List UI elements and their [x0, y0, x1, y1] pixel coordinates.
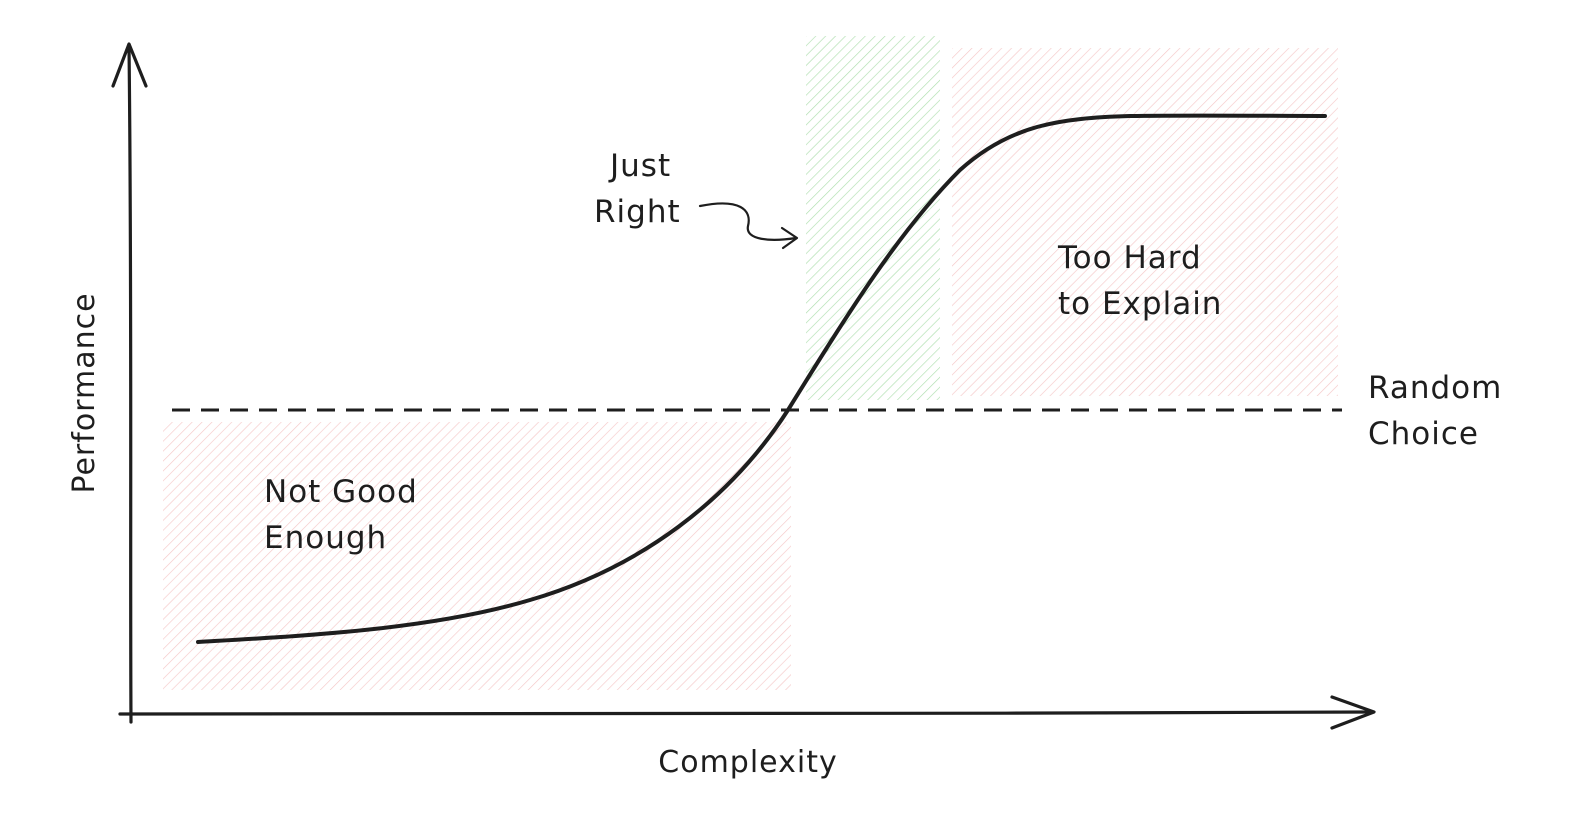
y-axis-arrowhead [111, 42, 148, 88]
just-right-label-line2: Right [594, 194, 681, 230]
just-right-region [806, 36, 940, 400]
y-axis-label: Performance [67, 292, 102, 493]
not-good-enough-label-line1: Not Good [264, 474, 418, 510]
too-hard-region [952, 48, 1338, 396]
performance-curve [196, 113, 1327, 644]
random-choice-label-line1: Random [1368, 370, 1502, 406]
not-good-enough-region [163, 422, 791, 690]
too-hard-label-line2: to Explain [1058, 286, 1222, 322]
random-choice-label-line2: Choice [1368, 416, 1479, 452]
not-good-enough-label-line2: Enough [264, 520, 387, 556]
just-right-pointer-arrowhead [780, 226, 799, 250]
x-axis-arrowhead [1330, 695, 1376, 730]
x-axis-label: Complexity [658, 745, 837, 780]
y-axis [127, 44, 133, 724]
just-right-label-line1: Just [608, 148, 671, 184]
x-axis [118, 710, 1374, 717]
just-right-pointer-arrow [698, 202, 798, 241]
too-hard-label-line1: Too Hard [1057, 240, 1202, 276]
